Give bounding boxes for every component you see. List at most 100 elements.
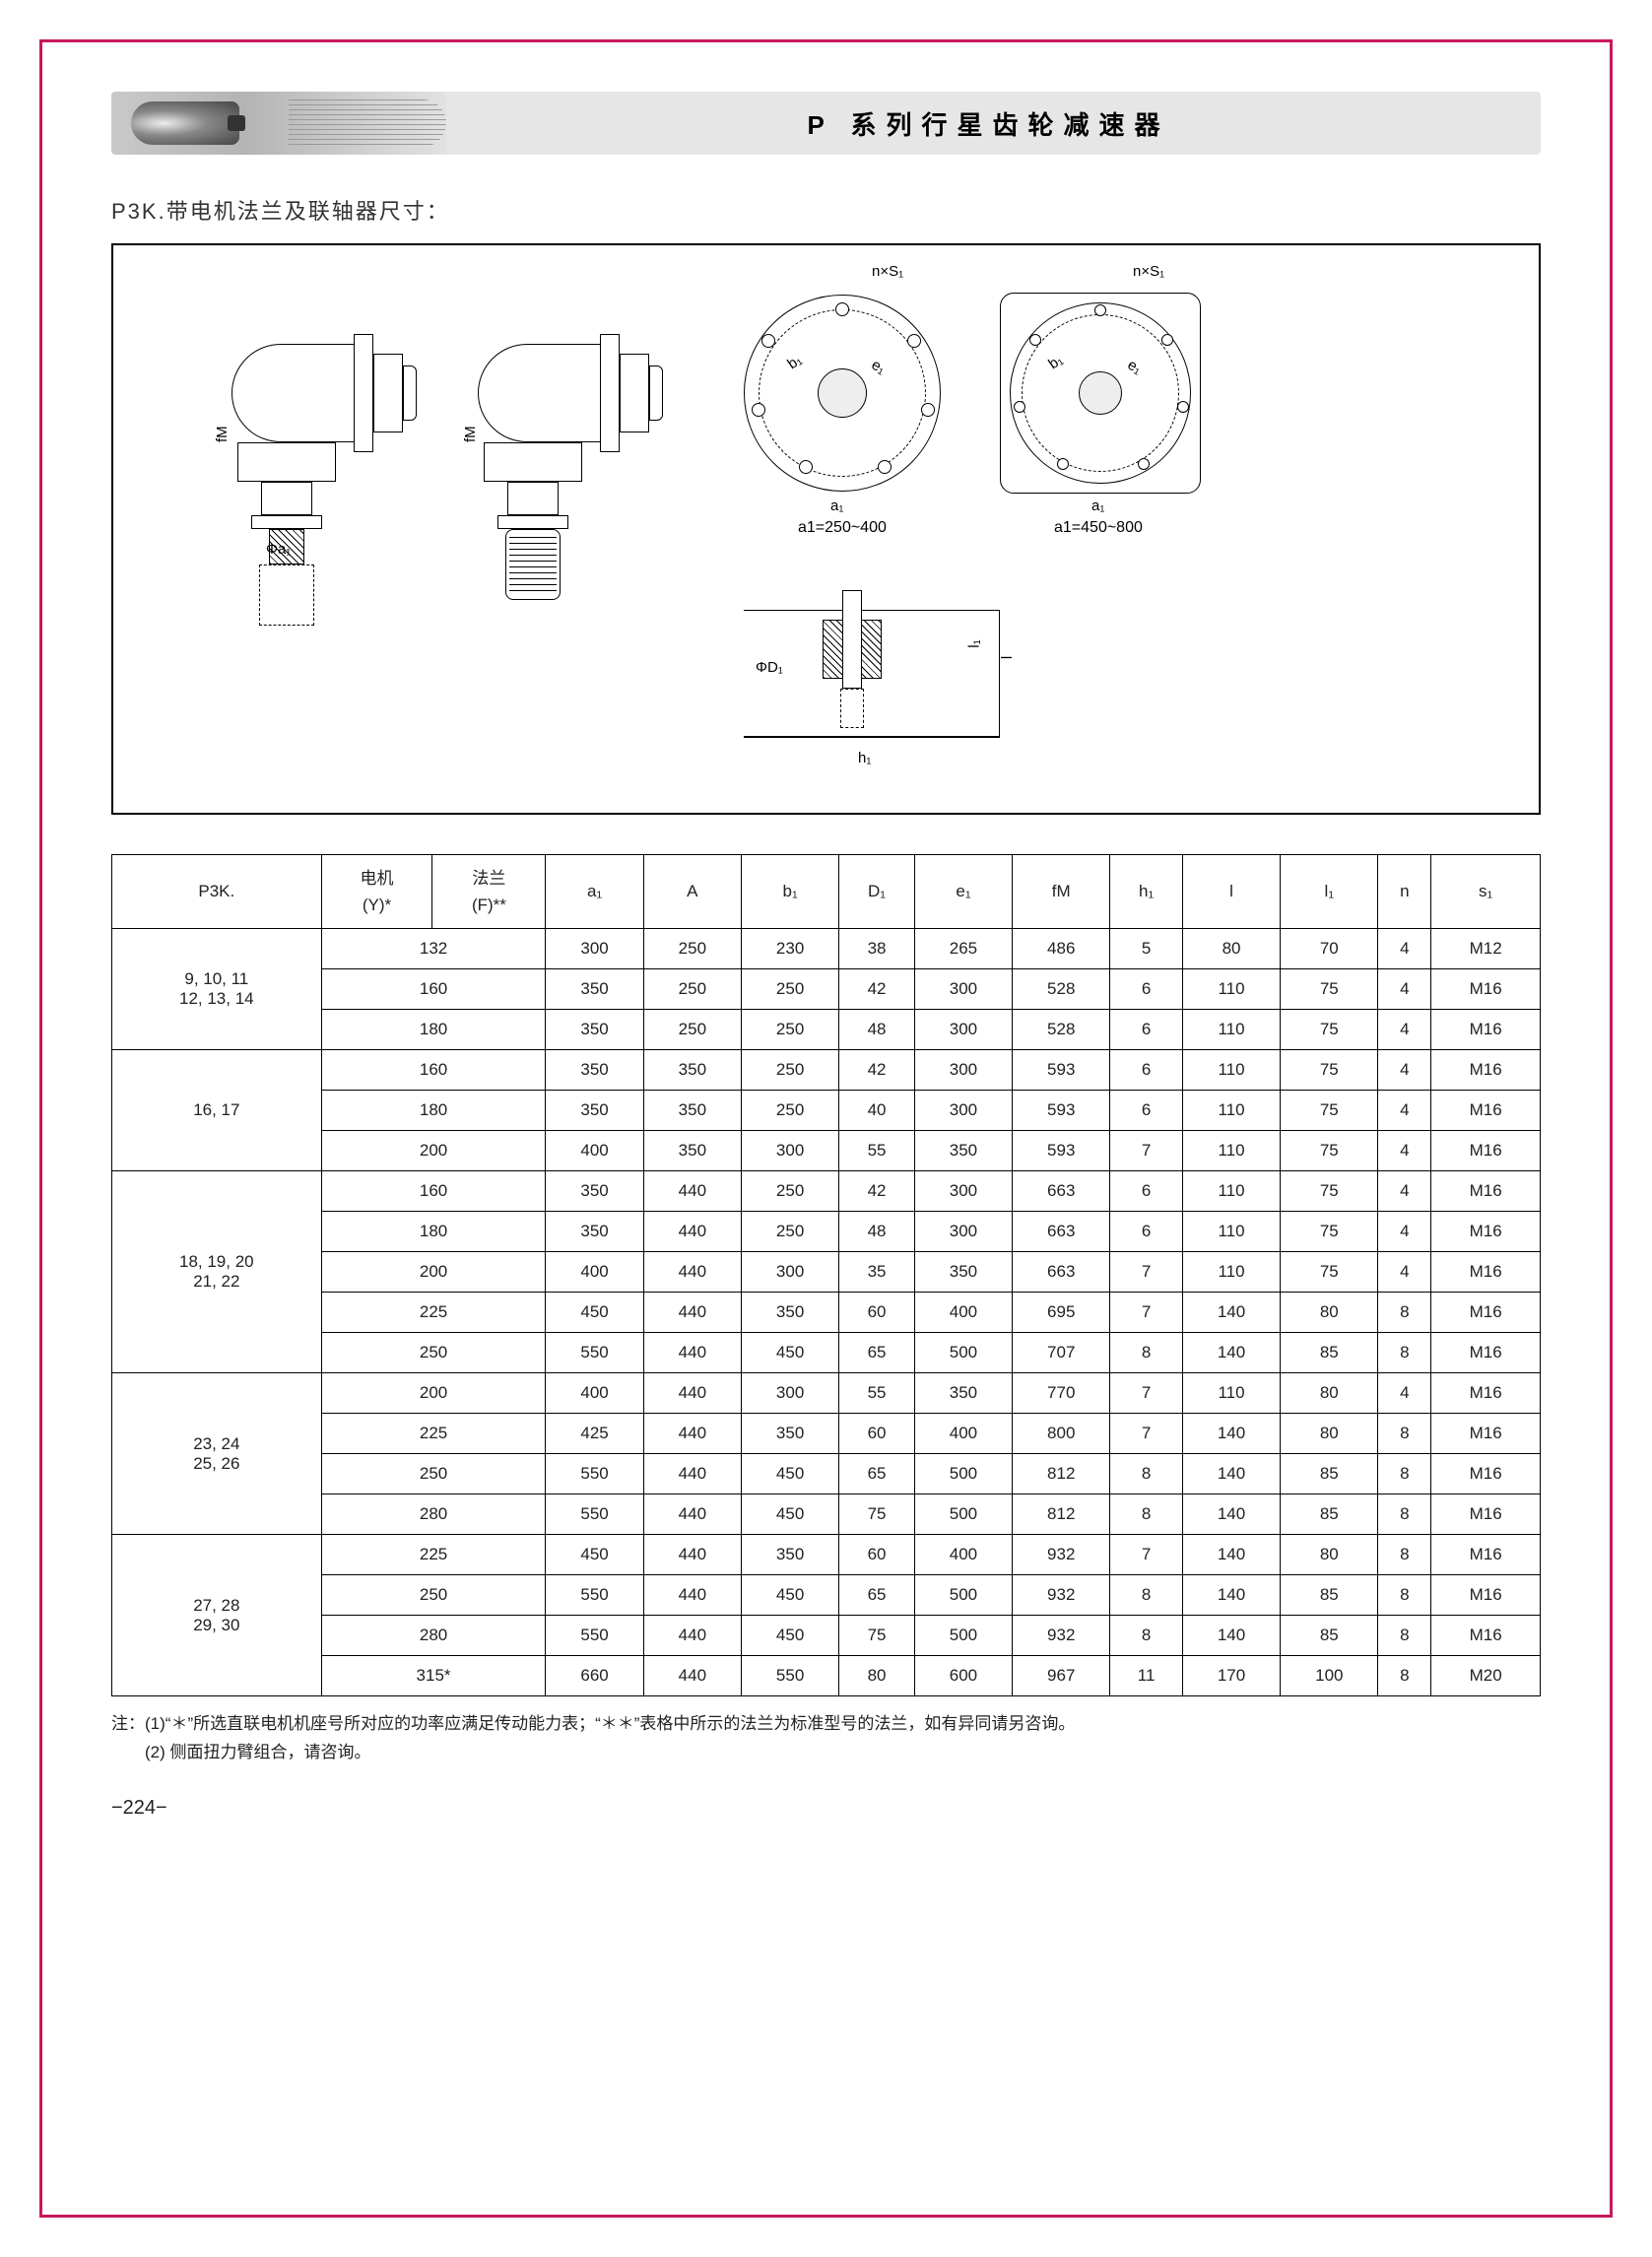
cell: 450 [741, 1454, 838, 1494]
cell: 932 [1013, 1616, 1110, 1656]
cell-motor-flange: 200 [321, 1373, 546, 1414]
cell: 425 [546, 1414, 643, 1454]
cell-motor-flange: 250 [321, 1454, 546, 1494]
cell: 8 [1378, 1333, 1431, 1373]
cell: 300 [546, 929, 643, 969]
th-n: n [1378, 855, 1431, 929]
cell: M16 [1431, 1333, 1541, 1373]
cell: M16 [1431, 1535, 1541, 1575]
section-title: P3K.带电机法兰及联轴器尺寸： [111, 194, 1541, 226]
cell: 400 [914, 1535, 1012, 1575]
cell: 250 [741, 1212, 838, 1252]
cell-motor-flange: 225 [321, 1293, 546, 1333]
cell: 6 [1110, 1091, 1183, 1131]
th-l: l [1182, 855, 1280, 929]
th-flange: 法兰 (F)** [432, 855, 546, 929]
cell-motor-flange: 160 [321, 1171, 546, 1212]
cell: 350 [546, 1171, 643, 1212]
cell: 486 [1013, 929, 1110, 969]
table-row: 180350440250483006636110754M16 [112, 1212, 1541, 1252]
diagram-box: fM Φa₁ fM n×S₁ b₁ e₁ a₁ a1=250~400 [111, 243, 1541, 815]
cell-motor-flange: 180 [321, 1010, 546, 1050]
cell: 85 [1281, 1616, 1378, 1656]
cell: 250 [741, 969, 838, 1010]
cell: 500 [914, 1454, 1012, 1494]
cell: 500 [914, 1333, 1012, 1373]
cell: 550 [741, 1656, 838, 1696]
cell: 350 [546, 1010, 643, 1050]
cell: 4 [1378, 1050, 1431, 1091]
cell-motor-flange: 250 [321, 1333, 546, 1373]
table-row: 280550440450755008128140858M16 [112, 1494, 1541, 1535]
cell: 932 [1013, 1535, 1110, 1575]
dim-fM-1: fM [214, 426, 231, 442]
dim-phi-a1: Φa₁ [266, 541, 291, 558]
cell: 300 [914, 1010, 1012, 1050]
cell: 250 [741, 1010, 838, 1050]
cell: 500 [914, 1575, 1012, 1616]
cell: 8 [1378, 1575, 1431, 1616]
cell: 440 [643, 1333, 741, 1373]
cell: 440 [643, 1171, 741, 1212]
cell: 4 [1378, 969, 1431, 1010]
cell: 60 [839, 1414, 915, 1454]
cell: 350 [914, 1252, 1012, 1293]
caption-a: a1=250~400 [798, 519, 887, 537]
cell: M16 [1431, 1616, 1541, 1656]
cell: 48 [839, 1010, 915, 1050]
cell: 40 [839, 1091, 915, 1131]
cell-motor-flange: 200 [321, 1131, 546, 1171]
cell-motor-flange: 280 [321, 1494, 546, 1535]
cell: 110 [1182, 969, 1280, 1010]
cell: 600 [914, 1656, 1012, 1696]
cell: 265 [914, 929, 1012, 969]
cell: 300 [914, 1050, 1012, 1091]
cell: M16 [1431, 1454, 1541, 1494]
cell: 110 [1182, 1091, 1280, 1131]
header-title-panel: P 系列行星齿轮减速器 [436, 92, 1541, 155]
dim-nxs1-a: n×S₁ [872, 263, 903, 280]
table-row: 16, 17160350350250423005936110754M16 [112, 1050, 1541, 1091]
cell: 8 [1110, 1454, 1183, 1494]
cell: 140 [1182, 1535, 1280, 1575]
cell: 8 [1110, 1494, 1183, 1535]
cell: 75 [839, 1494, 915, 1535]
motor-icon [131, 101, 239, 145]
cell: 65 [839, 1454, 915, 1494]
cell: 8 [1378, 1656, 1431, 1696]
cell: M16 [1431, 1414, 1541, 1454]
cell-motor-flange: 225 [321, 1535, 546, 1575]
cell: 75 [1281, 1091, 1378, 1131]
cell: 60 [839, 1293, 915, 1333]
cell: 6 [1110, 1171, 1183, 1212]
cell: 140 [1182, 1333, 1280, 1373]
cell: 55 [839, 1373, 915, 1414]
cell: 250 [643, 1010, 741, 1050]
cell: 75 [1281, 1171, 1378, 1212]
cell: 350 [914, 1373, 1012, 1414]
th-h1: h₁ [1110, 855, 1183, 929]
cell: 75 [1281, 1050, 1378, 1091]
cell: 400 [914, 1293, 1012, 1333]
dim-fM-2: fM [462, 426, 479, 442]
cell: 350 [546, 969, 643, 1010]
cell: 450 [546, 1535, 643, 1575]
footnote-line-1: 注：(1)“＊”所选直联电机机座号所对应的功率应满足传动能力表；“＊＊”表格中所… [111, 1710, 1541, 1739]
cell: 707 [1013, 1333, 1110, 1373]
table-row: 23, 2425, 26200400440300553507707110804M… [112, 1373, 1541, 1414]
cell: M16 [1431, 1494, 1541, 1535]
cell-motor-flange: 225 [321, 1414, 546, 1454]
footnote: 注：(1)“＊”所选直联电机机座号所对应的功率应满足传动能力表；“＊＊”表格中所… [111, 1710, 1541, 1767]
cell: M16 [1431, 1091, 1541, 1131]
cell: 170 [1182, 1656, 1280, 1696]
cell: M16 [1431, 1212, 1541, 1252]
cell: 140 [1182, 1575, 1280, 1616]
cell: 65 [839, 1575, 915, 1616]
cell: 80 [1182, 929, 1280, 969]
cell: 8 [1378, 1494, 1431, 1535]
cell: 440 [643, 1535, 741, 1575]
table-header: P3K. 电机 (Y)* 法兰 (F)** a₁ A b₁ D₁ e₁ fM h… [112, 855, 1541, 929]
cell: 450 [741, 1494, 838, 1535]
cell: 8 [1110, 1616, 1183, 1656]
cell: 350 [643, 1050, 741, 1091]
